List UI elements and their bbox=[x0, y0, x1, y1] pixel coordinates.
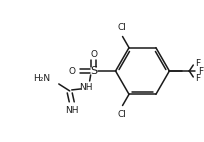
Text: F: F bbox=[195, 74, 200, 83]
Text: S: S bbox=[90, 66, 97, 76]
Text: F: F bbox=[198, 66, 203, 76]
Text: F: F bbox=[195, 59, 200, 68]
Text: Cl: Cl bbox=[117, 110, 126, 119]
Text: NH: NH bbox=[65, 106, 79, 115]
Text: H₂N: H₂N bbox=[33, 74, 50, 83]
Text: O: O bbox=[68, 66, 75, 76]
Text: O: O bbox=[90, 50, 97, 59]
Text: Cl: Cl bbox=[117, 23, 126, 32]
Text: NH: NH bbox=[79, 83, 92, 92]
